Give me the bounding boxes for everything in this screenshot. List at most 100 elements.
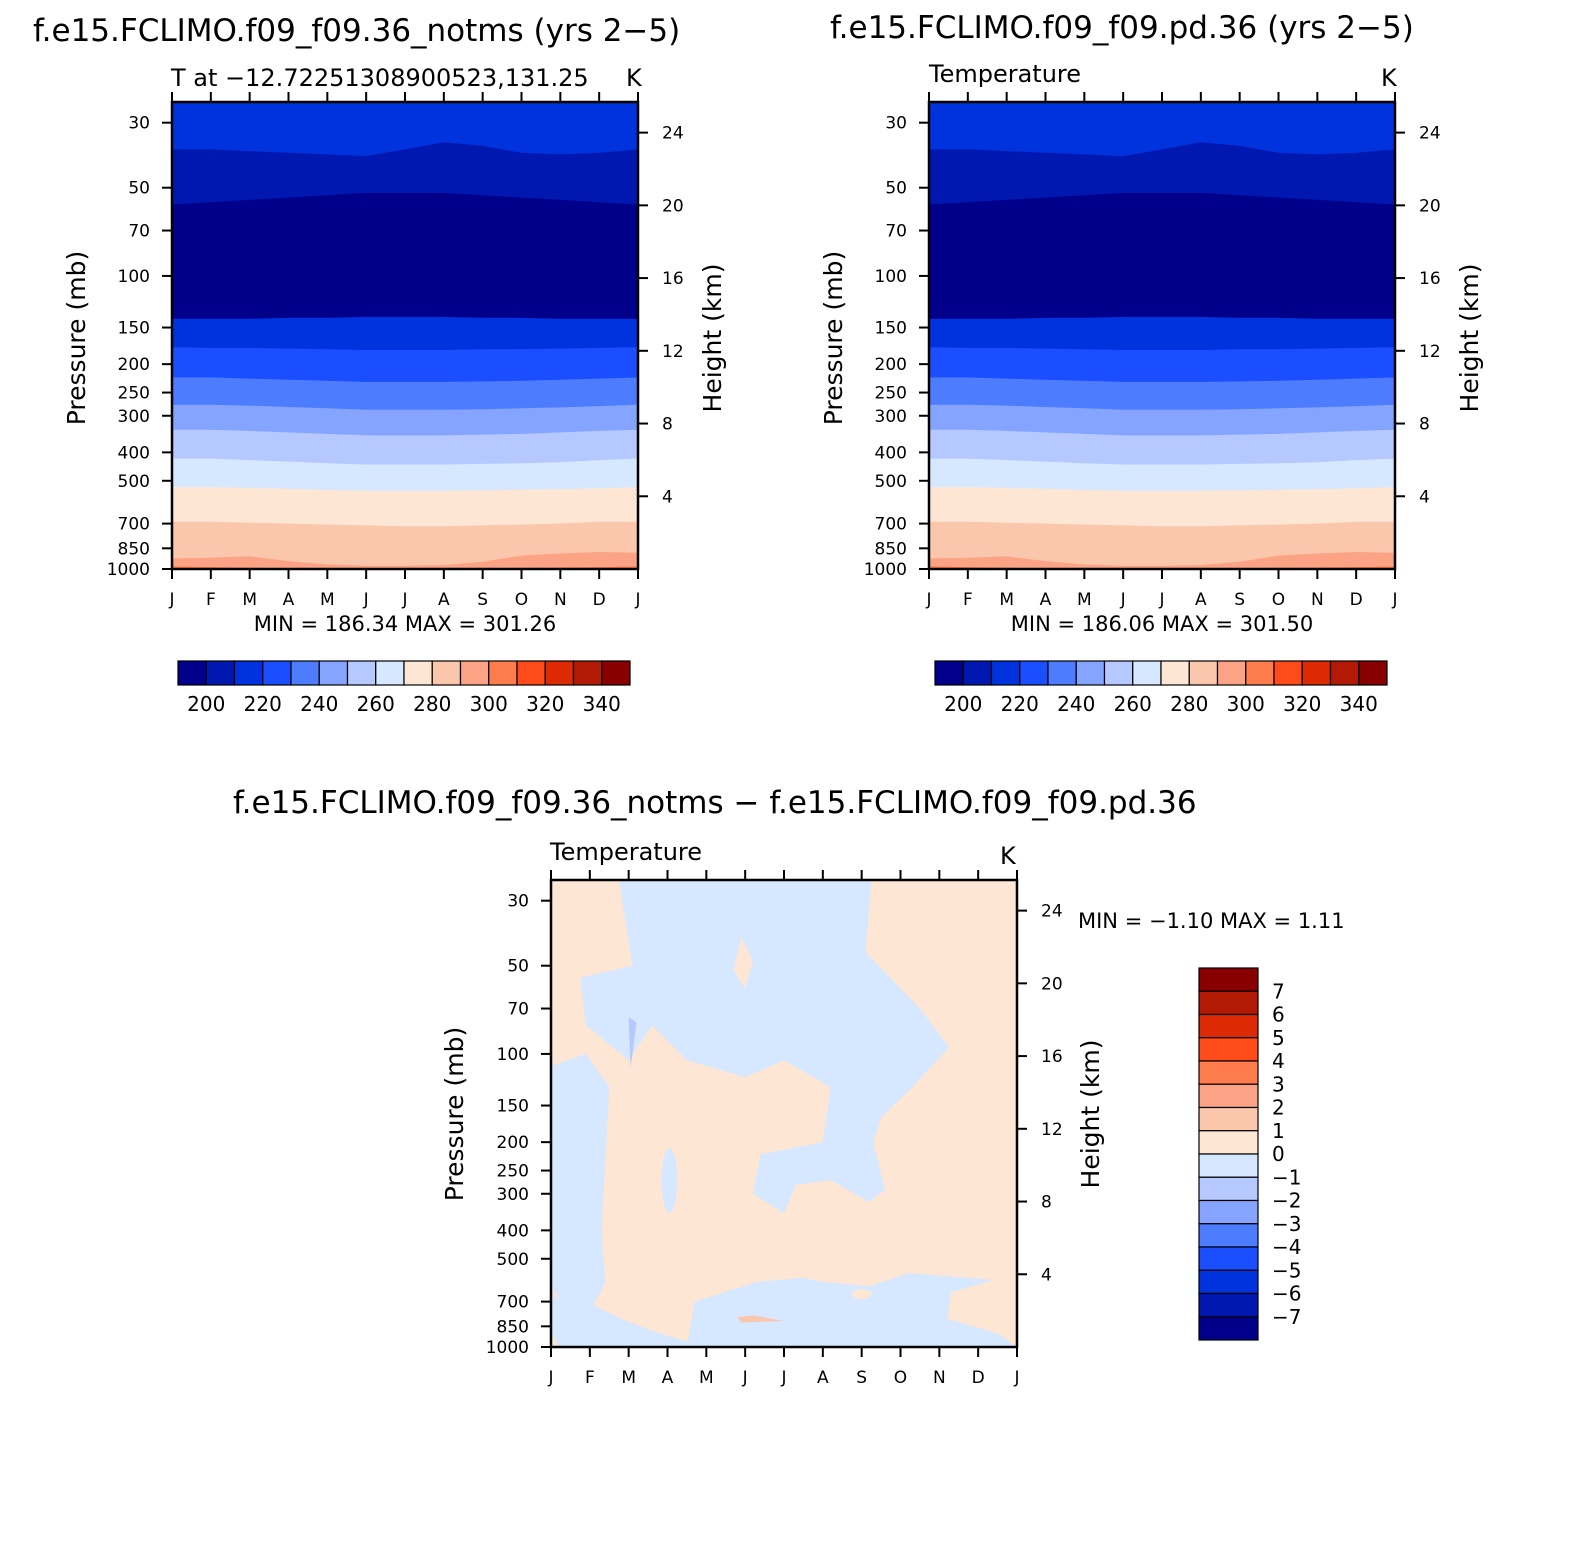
colorbar-box — [1188, 660, 1219, 686]
colorbar-label: −1 — [1272, 1165, 1301, 1189]
colorbar-box — [290, 660, 320, 686]
month-tick-label: S — [1234, 590, 1245, 610]
colorbar-box — [1198, 1223, 1259, 1248]
colorbar-box — [1198, 1130, 1259, 1155]
height-tick-label: 12 — [662, 342, 684, 362]
pressure-tick-label: 850 — [875, 539, 907, 559]
month-tick-label: A — [1195, 590, 1207, 610]
colorbar-label: 340 — [1340, 692, 1378, 716]
diff-positive-island — [733, 937, 753, 989]
panel-3-title: f.e15.FCLIMO.f09_f09.36_notms − f.e15.FC… — [233, 785, 1197, 821]
month-tick-label: D — [1350, 590, 1363, 610]
height-tick-label: 20 — [1419, 196, 1441, 216]
colorbar-box — [962, 660, 993, 686]
band-190-200 — [172, 192, 638, 319]
panel-3-ylabel: Pressure (mb) — [440, 1027, 469, 1201]
month-tick-label: J — [363, 590, 369, 610]
colorbar-box — [1047, 660, 1077, 686]
panel-1-title: f.e15.FCLIMO.f09_f09.36_notms (yrs 2−5) — [33, 13, 680, 49]
month-tick-label: M — [242, 590, 257, 610]
colorbar-box — [318, 660, 349, 686]
colorbar-label: 260 — [1114, 692, 1152, 716]
pressure-tick-label: 850 — [497, 1317, 529, 1337]
month-tick-label: M — [621, 1368, 636, 1388]
month-tick-label: J — [1120, 590, 1126, 610]
month-tick-label: J — [401, 590, 407, 610]
pressure-tick-label: 500 — [497, 1250, 529, 1270]
colorbar-label: 300 — [1227, 692, 1265, 716]
month-tick-label: N — [1311, 590, 1324, 610]
month-tick-label: F — [206, 590, 216, 610]
colorbar-label: 2 — [1272, 1096, 1285, 1120]
panel-3-min-max: MIN = −1.10 MAX = 1.11 — [1078, 909, 1345, 933]
colorbar-box — [459, 660, 490, 686]
colorbar-box — [1301, 660, 1332, 686]
month-tick-label: A — [662, 1368, 674, 1388]
colorbar-box — [1075, 660, 1106, 686]
pressure-tick-label: 700 — [875, 515, 907, 535]
colorbar-box — [1329, 660, 1360, 686]
colorbar-box — [1019, 660, 1049, 686]
colorbar-box — [1132, 660, 1162, 686]
panel-1-ylabel: Pressure (mb) — [62, 251, 91, 425]
colorbar-label: 280 — [1170, 692, 1208, 716]
panel-3-units: K — [1000, 842, 1017, 870]
diff-negative-lower — [686, 1273, 1017, 1347]
band-190-200 — [929, 192, 1395, 319]
colorbar-box — [1216, 660, 1247, 686]
pressure-tick-label: 400 — [118, 443, 150, 463]
pressure-tick-label: 70 — [885, 222, 907, 242]
height-tick-label: 4 — [662, 487, 673, 507]
colorbar-box — [262, 660, 292, 686]
colorbar-box — [1358, 660, 1388, 686]
pressure-tick-label: 100 — [875, 267, 907, 287]
colorbar-box — [431, 660, 462, 686]
colorbar-label: 320 — [526, 692, 564, 716]
band-210-220-upper — [172, 102, 638, 157]
colorbar-box — [346, 660, 377, 686]
colorbar-box — [1198, 1246, 1259, 1271]
colorbar-label: 200 — [944, 692, 982, 716]
panel-1-y2label: Height (km) — [698, 264, 727, 413]
panel-2-min-max: MIN = 186.06 MAX = 301.50 — [1011, 612, 1313, 636]
panel-2-title: f.e15.FCLIMO.f09_f09.pd.36 (yrs 2−5) — [830, 10, 1414, 46]
diff-negative-pocket — [661, 1148, 678, 1213]
height-tick-label: 24 — [1419, 124, 1441, 144]
month-tick-label: D — [593, 590, 606, 610]
colorbar-box — [1198, 967, 1259, 992]
month-tick-label: O — [894, 1368, 907, 1388]
pressure-tick-label: 70 — [507, 1000, 529, 1020]
colorbar-box — [1198, 1269, 1259, 1295]
pressure-tick-label: 200 — [118, 355, 150, 375]
colorbar-label: −2 — [1272, 1189, 1301, 1213]
pressure-tick-label: 250 — [875, 384, 907, 404]
diff-negative-upper — [580, 880, 949, 1214]
panel-3-subtitle: Temperature — [549, 838, 702, 866]
colorbar-box — [544, 660, 575, 686]
month-tick-label: J — [742, 1368, 748, 1388]
colorbar-label: 300 — [470, 692, 508, 716]
pressure-tick-label: 700 — [118, 515, 150, 535]
pressure-tick-label: 500 — [118, 472, 150, 492]
pressure-tick-label: 150 — [497, 1097, 529, 1117]
pressure-tick-label: 30 — [507, 892, 529, 912]
pressure-tick-label: 50 — [885, 179, 907, 199]
month-tick-label: J — [780, 1368, 786, 1388]
colorbar-box — [1198, 1083, 1259, 1109]
pressure-tick-label: 300 — [875, 407, 907, 427]
pressure-tick-label: 200 — [497, 1133, 529, 1153]
pressure-tick-label: 50 — [128, 179, 150, 199]
colorbar-label: 340 — [583, 692, 621, 716]
pressure-tick-label: 400 — [497, 1221, 529, 1241]
diff-positive-sliver — [737, 1315, 784, 1323]
colorbar-label: 1 — [1272, 1119, 1285, 1143]
panel-2-colorbar: 200 220 240 260 280 300 320 340 — [934, 660, 1388, 716]
pressure-tick-label: 1000 — [864, 560, 907, 580]
colorbar-label: 220 — [1001, 692, 1039, 716]
month-tick-label: M — [320, 590, 335, 610]
